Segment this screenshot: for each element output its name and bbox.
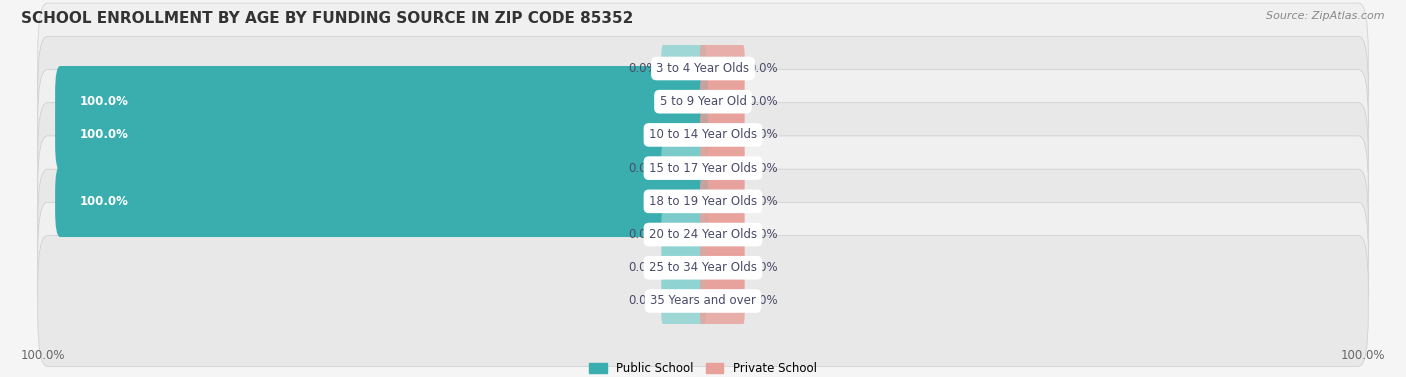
Text: 100.0%: 100.0% bbox=[80, 195, 128, 208]
Text: Source: ZipAtlas.com: Source: ZipAtlas.com bbox=[1267, 11, 1385, 21]
FancyBboxPatch shape bbox=[661, 209, 706, 260]
FancyBboxPatch shape bbox=[700, 143, 745, 194]
Text: 0.0%: 0.0% bbox=[748, 195, 778, 208]
Text: 0.0%: 0.0% bbox=[628, 228, 658, 241]
Text: 0.0%: 0.0% bbox=[628, 261, 658, 274]
FancyBboxPatch shape bbox=[700, 176, 745, 227]
FancyBboxPatch shape bbox=[38, 169, 1368, 300]
Text: 0.0%: 0.0% bbox=[628, 162, 658, 175]
FancyBboxPatch shape bbox=[38, 202, 1368, 333]
Text: 0.0%: 0.0% bbox=[628, 294, 658, 308]
FancyBboxPatch shape bbox=[661, 43, 706, 94]
Text: 20 to 24 Year Olds: 20 to 24 Year Olds bbox=[650, 228, 756, 241]
Text: 10 to 14 Year Olds: 10 to 14 Year Olds bbox=[650, 129, 756, 141]
FancyBboxPatch shape bbox=[55, 99, 709, 171]
Text: 0.0%: 0.0% bbox=[748, 228, 778, 241]
FancyBboxPatch shape bbox=[38, 236, 1368, 366]
Text: 0.0%: 0.0% bbox=[748, 95, 778, 108]
Text: 0.0%: 0.0% bbox=[748, 162, 778, 175]
Text: SCHOOL ENROLLMENT BY AGE BY FUNDING SOURCE IN ZIP CODE 85352: SCHOOL ENROLLMENT BY AGE BY FUNDING SOUR… bbox=[21, 11, 634, 26]
Text: 0.0%: 0.0% bbox=[748, 294, 778, 308]
FancyBboxPatch shape bbox=[700, 109, 745, 161]
FancyBboxPatch shape bbox=[700, 43, 745, 94]
Text: 0.0%: 0.0% bbox=[748, 62, 778, 75]
Text: 100.0%: 100.0% bbox=[80, 95, 128, 108]
FancyBboxPatch shape bbox=[38, 103, 1368, 234]
Text: 0.0%: 0.0% bbox=[748, 129, 778, 141]
Text: 100.0%: 100.0% bbox=[80, 129, 128, 141]
Text: 15 to 17 Year Olds: 15 to 17 Year Olds bbox=[650, 162, 756, 175]
FancyBboxPatch shape bbox=[700, 242, 745, 294]
FancyBboxPatch shape bbox=[55, 166, 709, 237]
Legend: Public School, Private School: Public School, Private School bbox=[585, 357, 821, 377]
FancyBboxPatch shape bbox=[700, 275, 745, 327]
FancyBboxPatch shape bbox=[38, 136, 1368, 267]
FancyBboxPatch shape bbox=[38, 3, 1368, 134]
Text: 35 Years and over: 35 Years and over bbox=[650, 294, 756, 308]
FancyBboxPatch shape bbox=[55, 66, 709, 137]
Text: 25 to 34 Year Olds: 25 to 34 Year Olds bbox=[650, 261, 756, 274]
Text: 5 to 9 Year Old: 5 to 9 Year Old bbox=[659, 95, 747, 108]
FancyBboxPatch shape bbox=[700, 209, 745, 260]
FancyBboxPatch shape bbox=[661, 143, 706, 194]
FancyBboxPatch shape bbox=[661, 242, 706, 294]
Text: 0.0%: 0.0% bbox=[628, 62, 658, 75]
Text: 100.0%: 100.0% bbox=[1340, 349, 1385, 362]
Text: 0.0%: 0.0% bbox=[748, 261, 778, 274]
Text: 18 to 19 Year Olds: 18 to 19 Year Olds bbox=[650, 195, 756, 208]
FancyBboxPatch shape bbox=[700, 76, 745, 127]
Text: 100.0%: 100.0% bbox=[21, 349, 66, 362]
FancyBboxPatch shape bbox=[661, 275, 706, 327]
FancyBboxPatch shape bbox=[38, 36, 1368, 167]
Text: 3 to 4 Year Olds: 3 to 4 Year Olds bbox=[657, 62, 749, 75]
FancyBboxPatch shape bbox=[38, 69, 1368, 200]
